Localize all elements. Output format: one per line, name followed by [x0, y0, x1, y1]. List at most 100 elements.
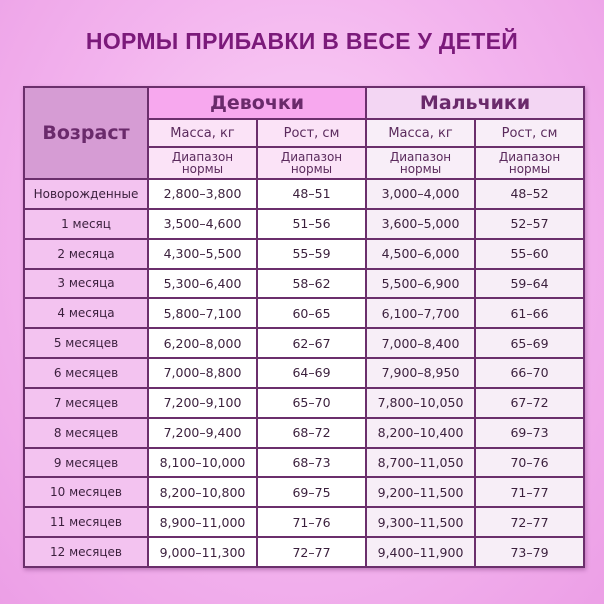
boys-mass-cell: 3,000–4,000 [365, 178, 477, 210]
age-cell: 4 месяца [23, 297, 149, 330]
age-cell: 1 месяц [23, 207, 149, 240]
boys-height-cell: 59–64 [474, 267, 586, 300]
girls-mass-cell: 6,200–8,000 [147, 327, 258, 360]
boys-height-cell: 55–60 [474, 237, 586, 270]
girls-mass-cell: 4,300–5,500 [147, 237, 258, 270]
table-row: 3 месяца 5,300–6,400 58–62 5,500–6,900 5… [23, 267, 586, 300]
boys-height-cell: 69–73 [474, 416, 586, 449]
range-label-line2: нормы [290, 162, 333, 176]
boys-height-cell: 67–72 [474, 386, 586, 419]
girls-height-cell: 68–72 [255, 416, 368, 449]
table-row: 7 месяцев 7,200–9,100 65–70 7,800–10,050… [23, 386, 586, 419]
weight-norms-table: Возраст Девочки Мальчики Масса, кг Рост,… [23, 86, 586, 568]
age-cell: 5 месяцев [23, 327, 149, 360]
range-label-line1: Диапазон [171, 150, 234, 164]
boys-mass-cell: 6,100–7,700 [365, 297, 477, 330]
girls-height-cell: 69–75 [255, 476, 368, 509]
girls-height-range-header: Диапазон нормы [255, 146, 368, 180]
boys-mass-header: Масса, кг [365, 118, 477, 148]
table-row: 11 месяцев 8,900–11,000 71–76 9,300–11,5… [23, 506, 586, 539]
range-label-line1: Диапазон [280, 150, 343, 164]
age-cell: 7 месяцев [23, 386, 149, 419]
girls-mass-cell: 8,900–11,000 [147, 506, 258, 539]
age-cell: 12 месяцев [23, 536, 149, 568]
range-label-line1: Диапазон [498, 150, 561, 164]
boys-height-cell: 71–77 [474, 476, 586, 509]
girls-height-cell: 64–69 [255, 357, 368, 389]
boys-height-cell: 52–57 [474, 207, 586, 240]
girls-mass-cell: 2,800–3,800 [147, 178, 258, 210]
girls-mass-cell: 8,200–10,800 [147, 476, 258, 509]
boys-height-cell: 70–76 [474, 446, 586, 479]
table-row: 4 месяца 5,800–7,100 60–65 6,100–7,700 6… [23, 297, 586, 330]
boys-height-header: Рост, см [474, 118, 586, 148]
boys-height-cell: 73–79 [474, 536, 586, 568]
girls-height-cell: 68–73 [255, 446, 368, 479]
age-cell: 9 месяцев [23, 446, 149, 479]
girls-mass-cell: 5,800–7,100 [147, 297, 258, 330]
girls-mass-cell: 7,200–9,400 [147, 416, 258, 449]
range-label-line2: нормы [181, 162, 224, 176]
boys-height-cell: 72–77 [474, 506, 586, 539]
girls-mass-header: Масса, кг [147, 118, 258, 148]
range-label-line2: нормы [508, 162, 551, 176]
boys-mass-cell: 7,800–10,050 [365, 386, 477, 419]
table-row: Новорожденные 2,800–3,800 48–51 3,000–4,… [23, 178, 586, 210]
boys-height-range-header: Диапазон нормы [474, 146, 586, 180]
boys-height-cell: 48–52 [474, 178, 586, 210]
range-label-line1: Диапазон [389, 150, 452, 164]
age-column-header: Возраст [23, 86, 149, 180]
boys-mass-range-header: Диапазон нормы [365, 146, 477, 180]
table-row: 12 месяцев 9,000–11,300 72–77 9,400–11,9… [23, 536, 586, 568]
girls-height-cell: 48–51 [255, 178, 368, 210]
table-row: 9 месяцев 8,100–10,000 68–73 8,700–11,05… [23, 446, 586, 479]
girls-height-cell: 65–70 [255, 386, 368, 419]
girls-height-cell: 72–77 [255, 536, 368, 568]
girls-height-header: Рост, см [255, 118, 368, 148]
table-row: 6 месяцев 7,000–8,800 64–69 7,900–8,950 … [23, 357, 586, 389]
boys-group-header: Мальчики [365, 86, 586, 120]
age-cell: 10 месяцев [23, 476, 149, 509]
table-row: 10 месяцев 8,200–10,800 69–75 9,200–11,5… [23, 476, 586, 509]
boys-mass-cell: 4,500–6,000 [365, 237, 477, 270]
boys-mass-cell: 8,200–10,400 [365, 416, 477, 449]
girls-group-header: Девочки [146, 86, 368, 120]
range-label-line2: нормы [399, 162, 442, 176]
boys-mass-cell: 3,600–5,000 [365, 207, 477, 240]
age-cell: 8 месяцев [23, 416, 149, 449]
girls-mass-cell: 7,200–9,100 [147, 386, 258, 419]
table-row: 8 месяцев 7,200–9,400 68–72 8,200–10,400… [23, 416, 586, 449]
boys-height-cell: 61–66 [474, 297, 586, 330]
age-cell: 2 месяца [23, 237, 149, 270]
boys-mass-cell: 8,700–11,050 [365, 446, 477, 479]
girls-mass-cell: 3,500–4,600 [147, 207, 258, 240]
age-cell: Новорожденные [23, 178, 149, 210]
table-row: 1 месяц 3,500–4,600 51–56 3,600–5,000 52… [23, 207, 586, 240]
girls-height-cell: 71–76 [255, 506, 368, 539]
boys-height-cell: 65–69 [474, 327, 586, 360]
table-row: 2 месяца 4,300–5,500 55–59 4,500–6,000 5… [23, 237, 586, 270]
girls-mass-cell: 7,000–8,800 [147, 357, 258, 389]
age-cell: 6 месяцев [23, 357, 149, 389]
girls-mass-cell: 9,000–11,300 [147, 536, 258, 568]
girls-height-cell: 58–62 [255, 267, 368, 300]
age-cell: 3 месяца [23, 267, 149, 300]
boys-mass-cell: 9,400–11,900 [365, 536, 477, 568]
boys-mass-cell: 9,200–11,500 [365, 476, 477, 509]
girls-height-cell: 55–59 [255, 237, 368, 270]
boys-mass-cell: 5,500–6,900 [365, 267, 477, 300]
table-row: 5 месяцев 6,200–8,000 62–67 7,000–8,400 … [23, 327, 586, 360]
page-title: НОРМЫ ПРИБАВКИ В ВЕСЕ У ДЕТЕЙ [85, 28, 519, 54]
age-cell: 11 месяцев [23, 506, 149, 539]
girls-mass-cell: 8,100–10,000 [147, 446, 258, 479]
boys-mass-cell: 7,900–8,950 [365, 357, 477, 389]
boys-mass-cell: 7,000–8,400 [365, 327, 477, 360]
girls-mass-cell: 5,300–6,400 [147, 267, 258, 300]
table-body: Новорожденные 2,800–3,800 48–51 3,000–4,… [23, 178, 586, 568]
girls-mass-range-header: Диапазон нормы [147, 146, 258, 180]
boys-mass-cell: 9,300–11,500 [365, 506, 477, 539]
girls-height-cell: 62–67 [255, 327, 368, 360]
girls-height-cell: 60–65 [255, 297, 368, 330]
boys-height-cell: 66–70 [474, 357, 586, 389]
girls-height-cell: 51–56 [255, 207, 368, 240]
